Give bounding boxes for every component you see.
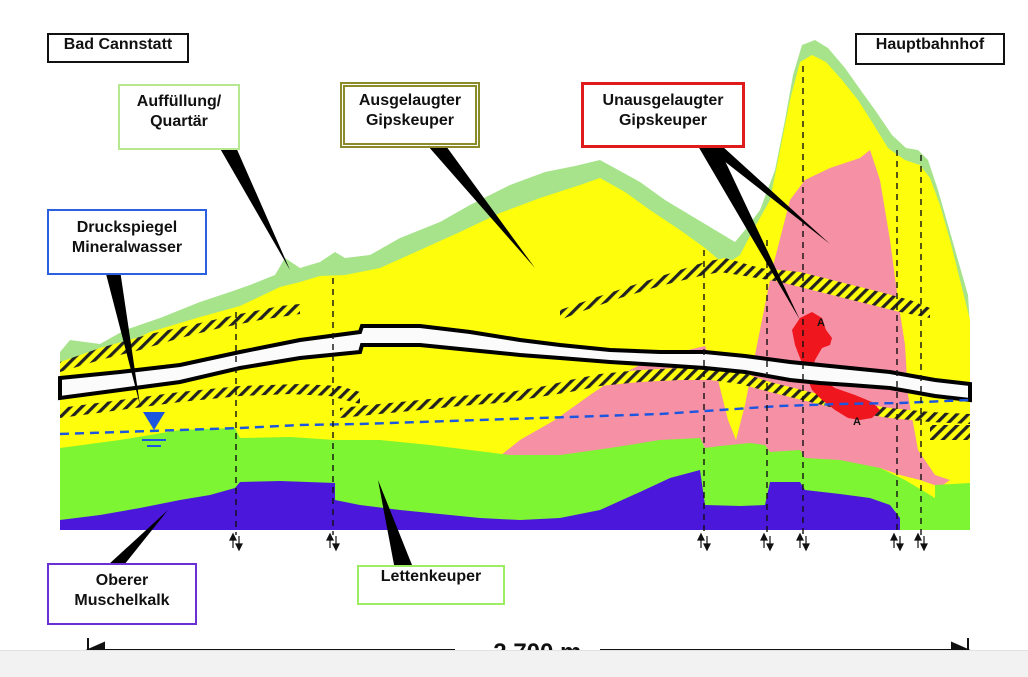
hatched-band-lower-left (60, 384, 360, 418)
label-hauptbahnhof-text: Hauptbahnhof (875, 36, 985, 53)
fault-arrows-icon (326, 532, 340, 552)
label-druckspiegel-line2: Mineralwasser (71, 238, 183, 256)
label-hauptbahnhof: Hauptbahnhof (855, 33, 1005, 65)
label-ausgelaugter-line2: Gipskeuper (365, 111, 455, 129)
muschelkalk-layer (60, 470, 900, 530)
tunnel-body (58, 324, 972, 403)
fault-arrows-icon (697, 532, 711, 552)
pointer-lettenkeuper (378, 480, 414, 570)
hatched-band-lower-mid (340, 368, 970, 424)
pointer-unausgelaugter-2 (705, 146, 830, 244)
label-bad-cannstatt-text: Bad Cannstatt (63, 36, 173, 53)
pointer-ausgelaugter (428, 146, 535, 268)
fault-lines (235, 66, 922, 535)
label-druckspiegel-line1: Druckspiegel (76, 219, 178, 236)
label-auffuellung-line1: Auffüllung/ (136, 93, 222, 110)
label-oberer-line2: Muschelkalk (74, 591, 170, 609)
water-pressure-line (59, 398, 971, 436)
label-ausgelaugter-line1: Ausgelaugter (358, 92, 462, 109)
hatched-band-right-bottom (930, 425, 970, 440)
label-auffuellung: Auffüllung/ Quartär (118, 84, 240, 150)
label-pointers (105, 145, 830, 570)
label-ausgelaugter: Ausgelaugter Gipskeuper (340, 82, 480, 148)
fault-arrows-icon (796, 532, 810, 552)
hatched-band-upper-left (60, 304, 300, 372)
fault-arrows-icon (914, 532, 928, 552)
label-lettenkeuper-text: Lettenkeuper (380, 568, 482, 585)
fault-arrows-icon (890, 532, 904, 552)
pointer-druckspiegel (105, 270, 140, 405)
water-level-triangle-icon (142, 412, 166, 447)
pointer-oberer (108, 510, 168, 565)
fault-arrow-markers (229, 532, 928, 552)
label-unausgelaugter-line2: Gipskeuper (618, 111, 708, 129)
label-unausgelaugter-line1: Unausgelaugter (602, 92, 724, 109)
bottom-bar (0, 650, 1028, 677)
fault-arrows-icon (229, 532, 243, 552)
label-unausgelaugter: Unausgelaugter Gipskeuper (581, 82, 745, 148)
pointer-auffuellung (218, 145, 290, 270)
anhydrite-lens (792, 312, 880, 420)
anhydrite-marker-bottom: A (853, 416, 861, 428)
anhydrite-marker-top: A (817, 317, 825, 329)
pointer-unausgelaugter-1 (698, 146, 800, 320)
label-oberer-line1: Oberer (95, 572, 149, 589)
label-oberer-muschelkalk: Oberer Muschelkalk (47, 563, 197, 625)
fault-arrows-icon (760, 532, 774, 552)
hatched-band-upper-right (560, 258, 930, 320)
label-auffuellung-line2: Quartär (150, 112, 208, 130)
label-bad-cannstatt: Bad Cannstatt (47, 33, 189, 63)
label-druckspiegel: Druckspiegel Mineralwasser (47, 209, 207, 275)
label-lettenkeuper: Lettenkeuper (357, 565, 505, 605)
